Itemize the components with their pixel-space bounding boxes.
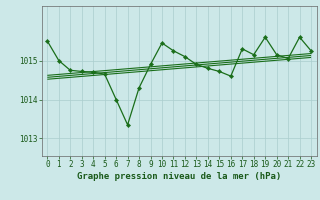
X-axis label: Graphe pression niveau de la mer (hPa): Graphe pression niveau de la mer (hPa) [77, 172, 281, 181]
